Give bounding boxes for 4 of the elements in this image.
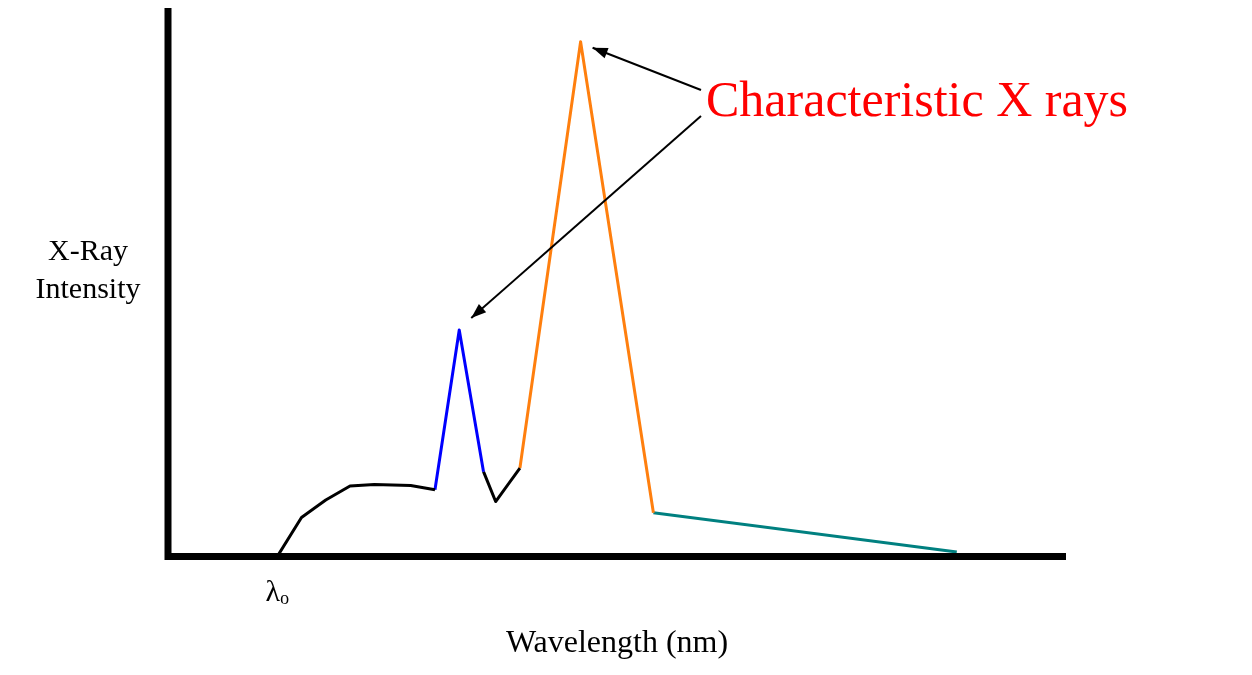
y-axis-title: X-Ray Intensity (35, 232, 141, 304)
text: λₒ (265, 574, 290, 608)
annotation: Characteristic X rays (706, 71, 1129, 128)
x-axis-title: Wavelength (nm) (505, 623, 729, 660)
